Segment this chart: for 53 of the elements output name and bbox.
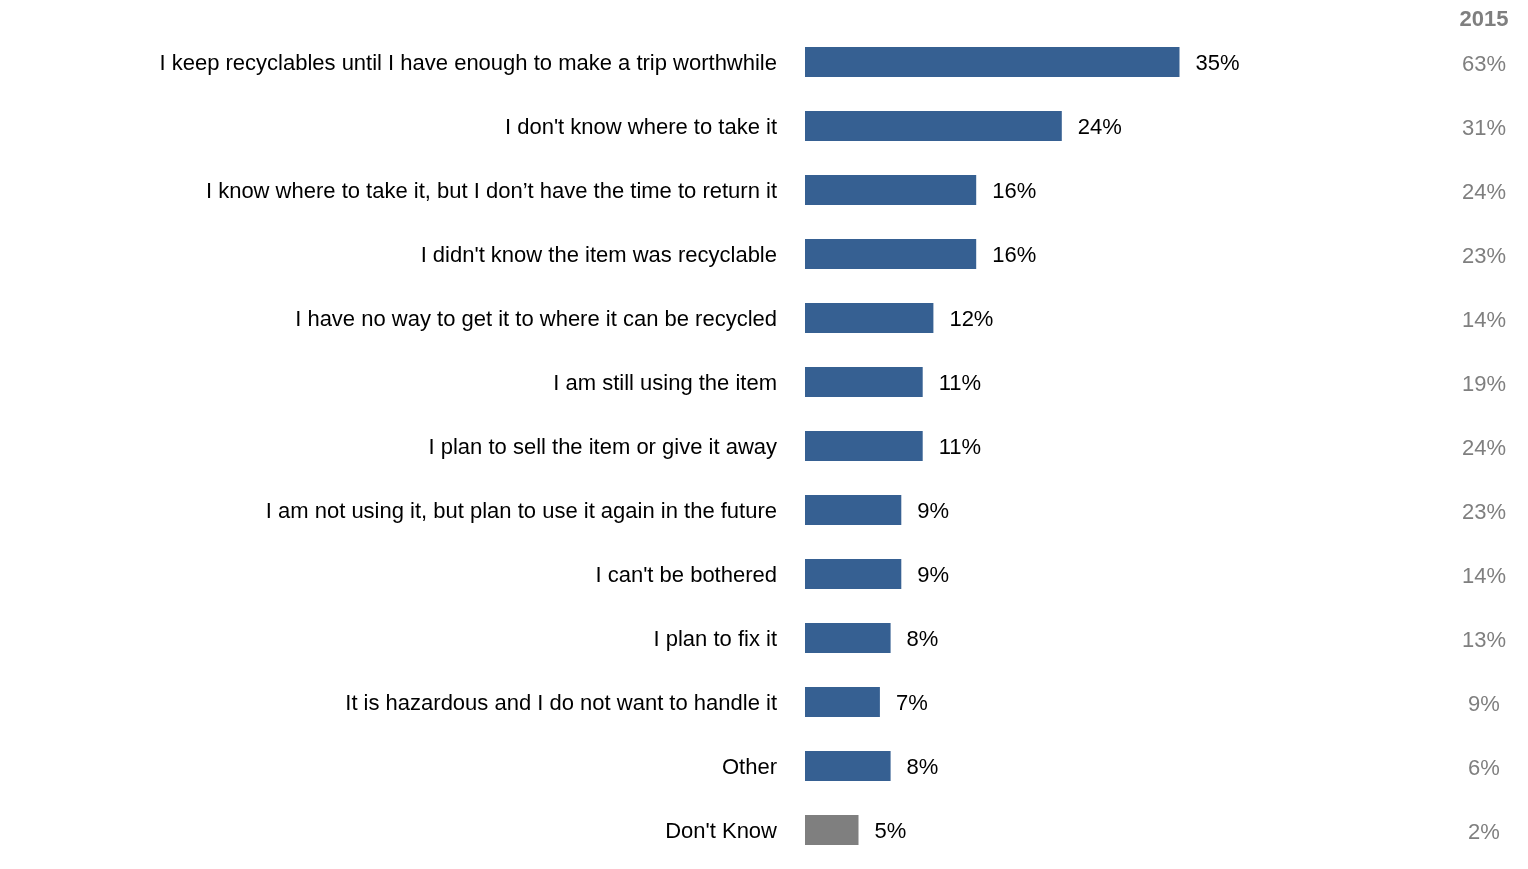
- data-label: 24%: [1077, 113, 1122, 139]
- bar: [805, 751, 891, 781]
- text: 9%: [1468, 690, 1500, 716]
- bar: [805, 111, 1062, 141]
- bar: [805, 559, 902, 589]
- y-tick-label: I have no way to get it to where it can be recycled: [295, 305, 777, 331]
- text: 24%: [1461, 434, 1507, 460]
- y-tick-label: I keep recyclables until I have enough to make a trip worthwhile: [159, 49, 777, 75]
- bar: [805, 367, 923, 397]
- bar: [805, 303, 934, 333]
- bar: [805, 175, 977, 205]
- text: 24%: [1461, 178, 1507, 204]
- data-label: 11%: [938, 369, 982, 395]
- text: 23%: [1461, 242, 1507, 268]
- data-label: 11%: [938, 433, 982, 459]
- data-label: 7%: [895, 689, 928, 715]
- y-tick-label: I didn't know the item was recyclable: [420, 241, 777, 267]
- text: 19%: [1461, 370, 1507, 396]
- y-tick-label: I plan to fix it: [653, 625, 777, 651]
- text: 14%: [1461, 562, 1507, 588]
- bar: [805, 431, 923, 461]
- y-tick-label: Don't Know: [665, 817, 778, 843]
- text: 23%: [1461, 498, 1507, 524]
- bar: [805, 239, 977, 269]
- y-tick-label: I am not using it, but plan to use it again in the future: [265, 497, 777, 523]
- bar: [805, 623, 891, 653]
- data-label: 5%: [874, 817, 907, 843]
- data-label: 8%: [906, 625, 939, 651]
- data-label: 9%: [917, 497, 950, 523]
- y-tick-label: I can't be bothered: [595, 561, 777, 587]
- data-label: 16%: [992, 241, 1037, 267]
- bar: [805, 687, 880, 717]
- data-label: 8%: [906, 753, 939, 779]
- y-tick-label: I am still using the item: [553, 369, 777, 395]
- y-tick-label: Other: [721, 753, 777, 779]
- y-tick-label: It is hazardous and I do not want to handle it: [345, 689, 777, 715]
- bar: [805, 495, 902, 525]
- y-tick-label: I don't know where to take it: [504, 113, 777, 139]
- data-label: 16%: [992, 177, 1037, 203]
- text: 31%: [1461, 114, 1507, 140]
- text: 14%: [1461, 306, 1507, 332]
- text: 13%: [1461, 626, 1507, 652]
- y-tick-label: I plan to sell the item or give it away: [428, 433, 777, 459]
- data-label: 12%: [949, 305, 994, 331]
- text: 6%: [1468, 754, 1500, 780]
- y-tick-label: I know where to take it, but I don’t have the time to return it: [205, 177, 777, 203]
- bar: [805, 815, 859, 845]
- text: 2%: [1468, 818, 1500, 844]
- text: 2015: [1459, 5, 1509, 31]
- text: 63%: [1461, 50, 1507, 76]
- data-label: 9%: [917, 561, 950, 587]
- data-label: 35%: [1195, 49, 1240, 75]
- bar: [805, 47, 1180, 77]
